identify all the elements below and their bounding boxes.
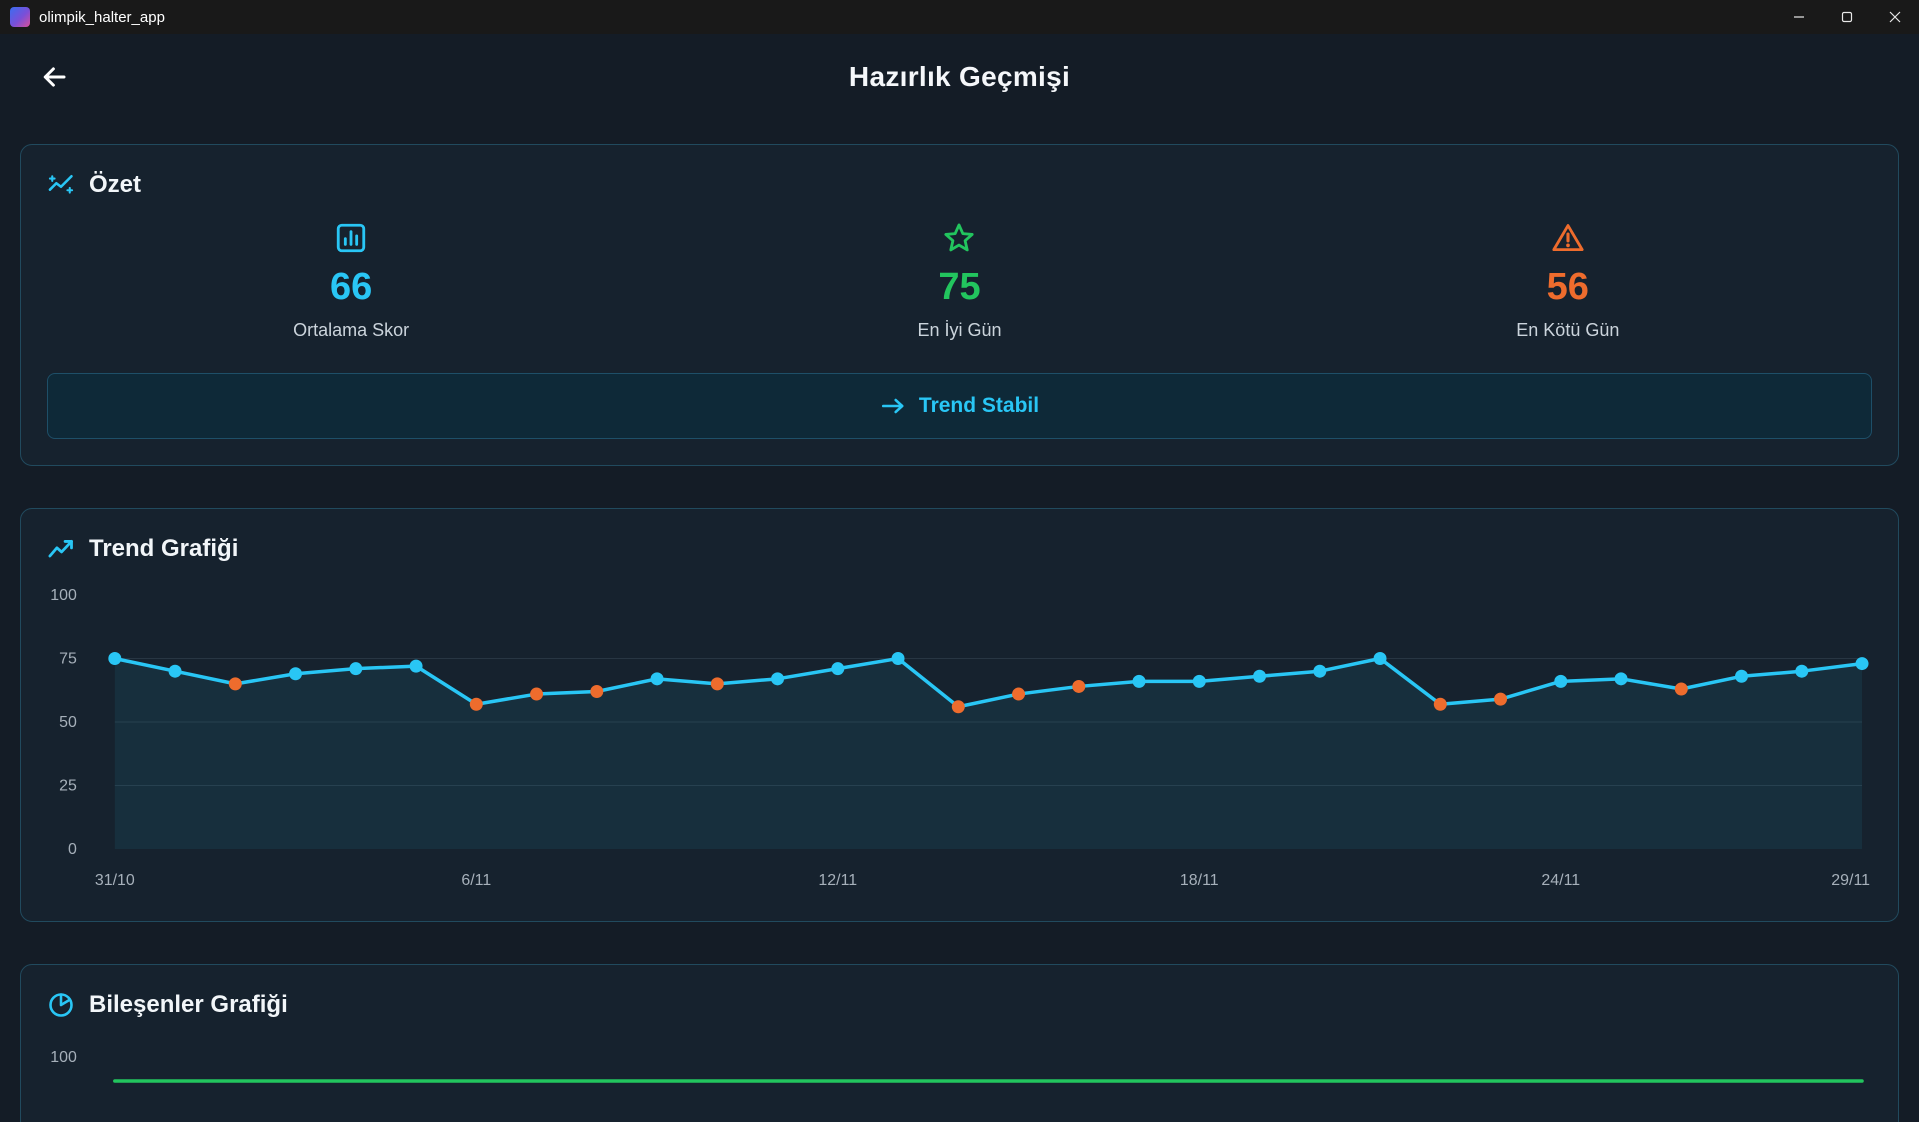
close-icon xyxy=(1889,11,1901,23)
components-chart-title: Bileşenler Grafiği xyxy=(89,991,288,1018)
pie-chart-icon xyxy=(49,993,73,1017)
trend-chart-header: Trend Grafiği xyxy=(47,535,1872,563)
stat-value-worst: 56 xyxy=(1546,266,1589,308)
summary-title: Özet xyxy=(89,171,142,198)
star-icon xyxy=(944,223,975,252)
trend-chart-card: Trend Grafiği 0 25 50 75 100 31/10 6/11 12/11 18… xyxy=(20,508,1899,922)
summary-stats-row: 66 Ortalama Skor 75 En İyi Gün 56 En Köt… xyxy=(47,221,1872,341)
trend-status-banner: Trend Stabil xyxy=(47,373,1872,439)
svg-text:100: 100 xyxy=(50,587,77,604)
stat-worst-day: 56 En Kötü Gün xyxy=(1264,221,1872,341)
minimize-button[interactable] xyxy=(1775,0,1823,34)
svg-text:75: 75 xyxy=(59,650,77,667)
main-content: Hazırlık Geçmişi Özet 66 Ortalama Skor xyxy=(0,38,1919,1122)
components-chart-header: Bileşenler Grafiği xyxy=(47,991,1872,1019)
back-button[interactable] xyxy=(32,55,76,99)
components-chart-card: Bileşenler Grafiği 100 xyxy=(20,964,1899,1122)
page-title: Hazırlık Geçmişi xyxy=(848,61,1071,92)
stat-best-day: 75 En İyi Gün xyxy=(655,221,1263,341)
svg-text:0: 0 xyxy=(68,841,77,858)
trend-line-chart: 0 25 50 75 100 31/10 6/11 12/11 18/11 24/11 29/11 xyxy=(50,587,1870,889)
summary-card: Özet 66 Ortalama Skor 75 En İyi Gün xyxy=(20,144,1899,466)
components-line-chart: 100 xyxy=(50,1049,1864,1083)
stat-label-average: Ortalama Skor xyxy=(293,320,410,340)
minimize-icon xyxy=(1794,16,1804,18)
svg-text:100: 100 xyxy=(50,1049,77,1066)
svg-text:29/11: 29/11 xyxy=(1831,872,1870,889)
window-controls xyxy=(1775,0,1919,34)
svg-text:24/11: 24/11 xyxy=(1541,872,1580,889)
svg-text:18/11: 18/11 xyxy=(1180,872,1219,889)
page-header: Hazırlık Geçmişi xyxy=(20,38,1899,116)
svg-text:6/11: 6/11 xyxy=(461,872,491,889)
stat-average-score: 66 Ortalama Skor xyxy=(47,221,655,341)
maximize-icon xyxy=(1841,11,1853,23)
window-title: olimpik_halter_app xyxy=(39,8,165,26)
svg-text:31/10: 31/10 xyxy=(95,872,135,889)
stat-label-best: En İyi Gün xyxy=(917,320,1002,340)
close-button[interactable] xyxy=(1871,0,1919,34)
svg-text:25: 25 xyxy=(59,777,77,794)
sparkline-icon xyxy=(48,174,74,194)
stat-value-average: 66 xyxy=(330,266,373,308)
trend-chart-title: Trend Grafiği xyxy=(89,535,239,562)
warning-triangle-icon xyxy=(1552,224,1584,252)
back-arrow-icon xyxy=(43,67,66,87)
svg-text:12/11: 12/11 xyxy=(818,872,857,889)
stat-label-worst: En Kötü Gün xyxy=(1516,320,1620,340)
app-icon xyxy=(10,7,30,27)
line-chart-icon xyxy=(48,540,73,558)
titlebar-left: olimpik_halter_app xyxy=(0,7,165,27)
stat-value-best: 75 xyxy=(938,266,981,308)
svg-text:50: 50 xyxy=(59,714,77,731)
trend-status-label: Trend Stabil xyxy=(918,394,1040,417)
window-titlebar: olimpik_halter_app xyxy=(0,0,1919,34)
bar-chart-icon xyxy=(336,223,366,253)
summary-card-header: Özet xyxy=(47,171,1872,199)
right-arrow-icon xyxy=(881,398,904,414)
maximize-button[interactable] xyxy=(1823,0,1871,34)
